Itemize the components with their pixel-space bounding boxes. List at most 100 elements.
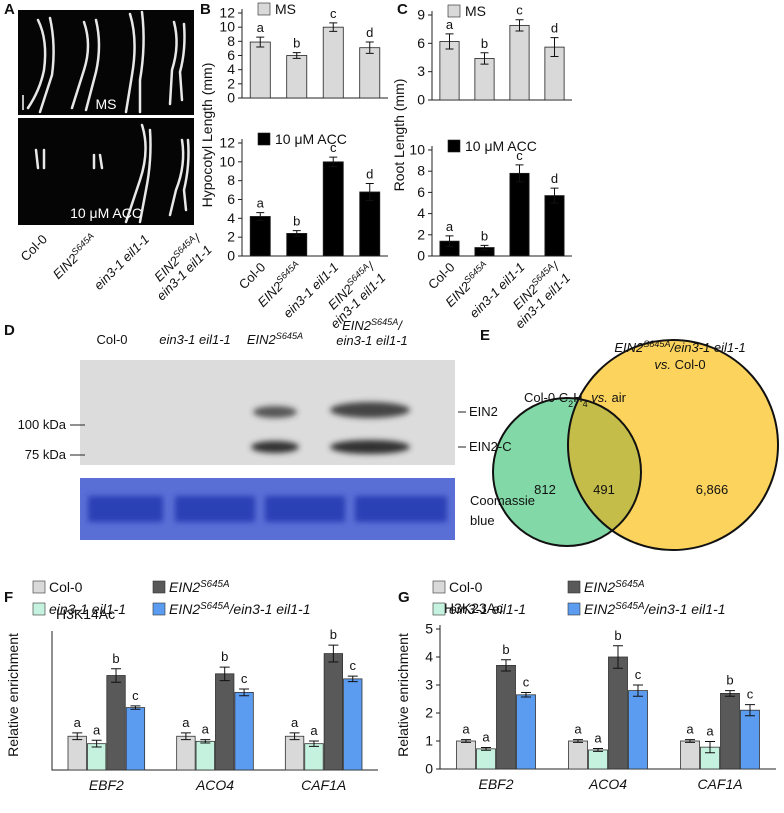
x-tick-label: EBF2 bbox=[478, 776, 513, 792]
text-segment: Col-0 bbox=[671, 357, 706, 372]
legend-label: Col-0 bbox=[449, 579, 483, 595]
y-tick-label: 12 bbox=[219, 135, 235, 151]
annotation: H3K14Ac bbox=[56, 606, 115, 622]
y-tick-label: 3 bbox=[417, 63, 425, 79]
bar bbox=[323, 653, 344, 771]
bar bbox=[474, 58, 495, 101]
bar bbox=[106, 675, 126, 771]
bar bbox=[509, 24, 530, 101]
venn-diagram bbox=[492, 339, 779, 551]
text-segment: CAF1A bbox=[301, 777, 346, 793]
lane-header: EIN2S645A bbox=[247, 331, 303, 347]
genotype-label: EIN2S645A bbox=[49, 231, 100, 282]
significance-letter: b bbox=[221, 649, 228, 664]
lane-header: ein3-1 eil1-1 bbox=[159, 332, 231, 347]
x-tick-label: CAF1A bbox=[697, 776, 742, 792]
bar bbox=[284, 735, 305, 771]
text-segment: vs. bbox=[654, 357, 671, 372]
text-segment: vs. bbox=[591, 390, 608, 405]
significance-letter: a bbox=[257, 20, 265, 35]
text-segment: S645A bbox=[69, 231, 95, 257]
y-tick-label: 0 bbox=[227, 248, 235, 264]
venn-count: 6,866 bbox=[696, 482, 729, 497]
x-tick-label: Col-0 bbox=[236, 260, 269, 293]
text-segment: Col-0 bbox=[449, 579, 483, 595]
error-bar bbox=[365, 182, 374, 201]
legend-swatch bbox=[257, 2, 271, 16]
significance-letter: a bbox=[706, 724, 714, 739]
panel-label: D bbox=[4, 322, 15, 339]
error-bar bbox=[550, 37, 559, 58]
error-bar bbox=[515, 164, 524, 183]
text-segment: Col-0 bbox=[425, 260, 458, 293]
x-tick-label: EBF2 bbox=[89, 777, 124, 793]
y-tick-label: 8 bbox=[227, 172, 235, 188]
error-bar bbox=[550, 187, 559, 204]
significance-letter: c bbox=[635, 667, 642, 682]
panel-label: A bbox=[4, 1, 15, 18]
text-segment: Col-0 bbox=[49, 579, 83, 595]
significance-letter: d bbox=[366, 166, 373, 181]
error-bar bbox=[328, 644, 339, 663]
text-segment: EIN2 bbox=[584, 579, 615, 595]
y-tick-label: 8 bbox=[227, 33, 235, 49]
venn-title: Col-0 C2H4 vs. air bbox=[524, 390, 627, 409]
error-bar bbox=[612, 645, 623, 669]
x-tick-label: Col-0 bbox=[425, 260, 458, 293]
y-axis-label: Relative enrichment bbox=[5, 633, 21, 757]
stain-label: blue bbox=[470, 513, 495, 528]
panel-label: G bbox=[398, 589, 410, 606]
coomassie-gel bbox=[80, 478, 455, 540]
significance-letter: c bbox=[516, 148, 523, 163]
y-tick-label: 2 bbox=[227, 75, 235, 91]
y-tick-label: 0 bbox=[227, 90, 235, 106]
significance-letter: a bbox=[482, 729, 490, 744]
text-segment: S645A bbox=[615, 601, 645, 612]
y-tick-label: 6 bbox=[417, 184, 425, 200]
text-segment: EBF2 bbox=[478, 776, 513, 792]
text-segment: ein3-1 eil1-1 bbox=[159, 332, 231, 347]
bar bbox=[322, 26, 344, 99]
bar bbox=[496, 665, 516, 770]
x-tick-label: ACO4 bbox=[588, 776, 627, 792]
y-tick-label: 0 bbox=[417, 248, 425, 264]
panel-label: C bbox=[397, 1, 408, 18]
error-bar bbox=[256, 212, 265, 221]
text-segment: 4 bbox=[583, 399, 588, 409]
error-bar bbox=[347, 675, 358, 683]
error-bar bbox=[219, 666, 230, 682]
significance-letter: c bbox=[241, 671, 248, 686]
error-bar bbox=[520, 692, 531, 698]
significance-letter: b bbox=[481, 36, 488, 51]
significance-letter: b bbox=[481, 228, 488, 243]
y-tick-label: 4 bbox=[227, 210, 235, 226]
bar bbox=[628, 690, 648, 770]
text-segment: ACO4 bbox=[195, 777, 234, 793]
error-bar bbox=[632, 684, 643, 697]
legend-swatch bbox=[257, 132, 271, 146]
error-bar bbox=[461, 739, 472, 743]
error-bar bbox=[72, 732, 83, 741]
panel-label: F bbox=[4, 589, 13, 606]
error-bar bbox=[593, 748, 604, 752]
text-segment: CAF1A bbox=[697, 776, 742, 792]
marker-label: 100 kDa bbox=[18, 417, 67, 432]
y-tick-label: 1 bbox=[425, 733, 433, 749]
condition-label: MS bbox=[96, 96, 117, 112]
legend-label: EIN2S645A bbox=[584, 579, 645, 596]
significance-letter: c bbox=[330, 6, 337, 21]
significance-letter: b bbox=[330, 627, 337, 642]
bar bbox=[195, 740, 215, 771]
legend-swatch bbox=[447, 139, 461, 153]
error-bar bbox=[289, 732, 300, 741]
significance-letter: a bbox=[686, 722, 694, 737]
error-bar bbox=[292, 230, 301, 237]
error-bar bbox=[91, 739, 102, 748]
y-tick-label: 10 bbox=[409, 142, 425, 158]
legend-label: Col-0 bbox=[49, 579, 83, 595]
bar bbox=[359, 47, 381, 99]
bar bbox=[249, 216, 271, 257]
lane-header: Col-0 bbox=[96, 332, 127, 347]
genotype-label: ein3-1 eil1-1 bbox=[91, 232, 152, 293]
error-bar bbox=[111, 668, 122, 683]
